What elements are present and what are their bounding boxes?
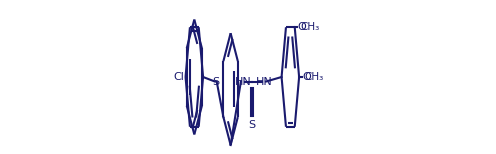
Text: CH₃: CH₃: [301, 22, 320, 32]
Text: S: S: [248, 120, 255, 130]
Text: S: S: [212, 77, 219, 87]
Text: Cl: Cl: [174, 72, 185, 82]
Text: HN: HN: [235, 77, 251, 87]
Text: HN: HN: [255, 77, 272, 87]
Text: CH₃: CH₃: [305, 72, 324, 82]
Text: O: O: [298, 22, 307, 32]
Text: O: O: [302, 72, 311, 82]
